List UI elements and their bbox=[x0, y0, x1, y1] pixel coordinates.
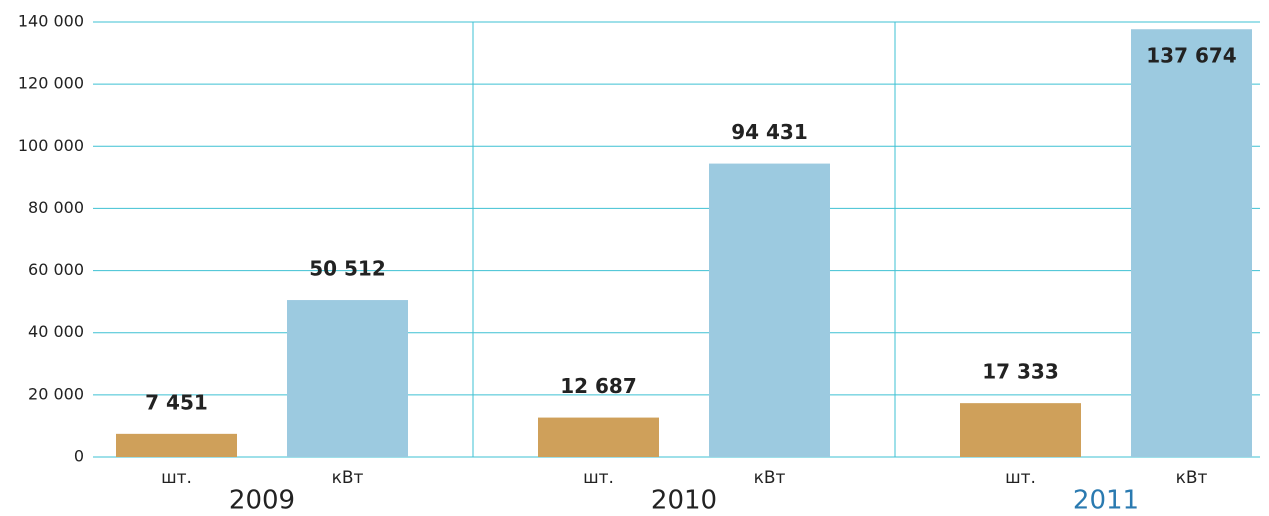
x-tick-label: 2011 bbox=[1073, 486, 1139, 516]
y-tick-label: 60 000 bbox=[28, 260, 84, 279]
y-tick-label: 100 000 bbox=[18, 136, 84, 155]
bar bbox=[1131, 29, 1252, 458]
series-label: кВт bbox=[332, 468, 364, 488]
y-tick-label: 80 000 bbox=[28, 198, 84, 217]
y-tick-label: 120 000 bbox=[18, 74, 84, 93]
x-tick-label: 2009 bbox=[229, 486, 295, 516]
bar bbox=[287, 300, 408, 457]
y-tick-label: 0 bbox=[74, 447, 84, 466]
bar bbox=[116, 433, 237, 457]
bar bbox=[709, 163, 830, 457]
series-label: шт. bbox=[1005, 468, 1036, 488]
y-tick-label: 40 000 bbox=[28, 322, 84, 341]
y-tick-label: 20 000 bbox=[28, 384, 84, 403]
value-label: 50 512 bbox=[309, 257, 386, 281]
value-label: 12 687 bbox=[560, 374, 637, 398]
series-label: шт. bbox=[583, 468, 614, 488]
value-label: 17 333 bbox=[982, 360, 1059, 384]
bar bbox=[960, 403, 1081, 457]
x-tick-label: 2010 bbox=[651, 486, 717, 516]
value-label: 94 431 bbox=[731, 120, 808, 144]
y-tick-label: 140 000 bbox=[18, 12, 84, 31]
series-label: шт. bbox=[161, 468, 192, 488]
value-label: 7 451 bbox=[145, 390, 208, 414]
series-label: кВт bbox=[754, 468, 786, 488]
series-label: кВт bbox=[1176, 468, 1208, 488]
value-label: 137 674 bbox=[1146, 44, 1236, 68]
bar bbox=[538, 417, 659, 457]
